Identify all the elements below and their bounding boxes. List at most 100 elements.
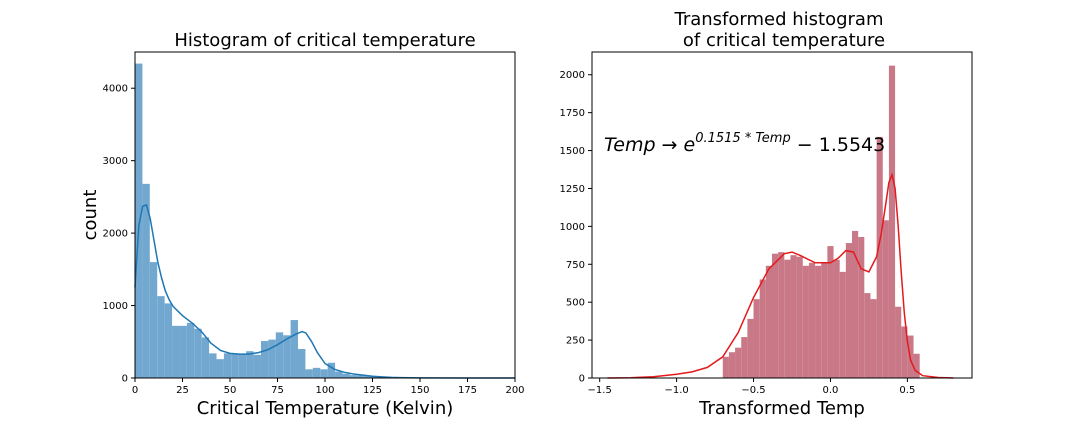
histogram-bar <box>864 293 871 378</box>
histogram-bar <box>209 353 217 378</box>
chart2-title-line2: of critical temperature <box>683 30 885 51</box>
chart2-plot-frame <box>591 51 973 379</box>
y-tick-label: 0 <box>579 374 585 385</box>
histogram-bar <box>253 354 261 378</box>
histogram-bar <box>753 299 760 378</box>
histogram-bar <box>157 296 165 378</box>
chart2-formula-annotation: Temp → e0.1515 * Temp − 1.5543 <box>604 131 885 156</box>
y-tick-label: 250 <box>566 336 585 347</box>
histogram-bar <box>327 362 336 378</box>
x-tick-label: −0.5 <box>741 385 765 396</box>
chart1-y-axis-label: count <box>80 190 101 241</box>
histogram-bar <box>833 259 840 378</box>
histogram-bar <box>290 320 299 378</box>
histogram-bar <box>913 353 920 378</box>
chart2-x-axis-label: Transformed Temp <box>698 398 865 419</box>
histogram-bar <box>765 265 772 378</box>
x-tick-label: 175 <box>458 385 477 396</box>
histogram-bar <box>778 252 785 378</box>
chart2-bars <box>722 65 920 378</box>
histogram-bar <box>305 369 313 378</box>
histogram-bar <box>231 354 239 378</box>
chart2-x-ticks: −1.5 −1.0 −0.5 0.0 0.5 <box>588 378 915 396</box>
x-tick-label: −1.5 <box>588 385 612 396</box>
y-tick-label: 1000 <box>103 301 128 312</box>
histogram-bar <box>747 318 754 378</box>
histogram-bar <box>179 325 187 378</box>
x-tick-label: 125 <box>363 385 382 396</box>
histogram-bar <box>882 220 889 378</box>
histogram-bar <box>845 243 852 378</box>
histogram-bar <box>839 271 846 378</box>
histogram-bar <box>149 262 158 378</box>
histogram-bar <box>186 322 195 378</box>
formula-exponent: 0.1515 * Temp <box>695 131 791 146</box>
formula-base: Temp → e <box>604 134 695 156</box>
x-tick-label: 50 <box>224 385 237 396</box>
histogram-bar <box>372 376 380 378</box>
histogram-bar <box>808 262 816 378</box>
histogram-bar <box>320 369 328 378</box>
formula-tail: − 1.5543 <box>791 134 885 156</box>
histogram-bar <box>201 337 210 378</box>
y-tick-label: 1500 <box>560 146 585 157</box>
histogram-bar <box>876 136 883 378</box>
histogram-bar <box>238 354 247 378</box>
chart1-kde-line <box>134 203 515 379</box>
x-tick-label: 150 <box>410 385 429 396</box>
histogram-bar <box>172 325 180 378</box>
x-tick-label: 0.5 <box>899 385 915 396</box>
x-tick-label: 25 <box>176 385 189 396</box>
histogram-bar <box>741 337 748 378</box>
histogram-bar <box>283 335 291 378</box>
chart1-bars <box>135 63 395 378</box>
x-tick-label: 200 <box>505 385 524 396</box>
histogram-bar <box>135 63 143 378</box>
y-tick-label: 1750 <box>560 108 585 119</box>
histogram-bar <box>223 353 232 378</box>
histogram-bar <box>821 262 828 378</box>
chart1-x-ticks: 0 25 50 75 100 125 150 175 200 <box>132 378 525 396</box>
histogram-bar <box>827 246 834 378</box>
histogram-bar <box>759 279 766 378</box>
histogram-bar <box>722 356 729 378</box>
histogram-bar <box>728 352 736 378</box>
y-tick-label: 2000 <box>103 229 128 240</box>
y-tick-label: 1000 <box>560 222 585 233</box>
x-tick-label: 75 <box>271 385 284 396</box>
histogram-bar <box>870 299 877 378</box>
histogram-bar <box>298 349 306 378</box>
histogram-bar <box>784 259 791 378</box>
chart-critical-temperature: Histogram of critical temperature 0 25 50 7… <box>80 30 525 419</box>
histogram-bar <box>142 183 150 378</box>
x-tick-label: −1.0 <box>664 385 688 396</box>
histogram-bar <box>852 230 859 378</box>
chart1-title: Histogram of critical temperature <box>174 30 475 51</box>
histogram-bar <box>357 375 365 378</box>
histogram-bar <box>335 371 343 378</box>
histogram-bar <box>260 341 269 378</box>
histogram-bar <box>802 265 809 378</box>
chart2-kde-line <box>607 172 954 379</box>
histogram-bar <box>342 373 350 378</box>
histogram-bar <box>164 303 173 378</box>
y-tick-label: 2000 <box>560 70 585 81</box>
y-tick-label: 1250 <box>560 184 585 195</box>
chart1-x-axis-label: Critical Temperature (Kelvin) <box>197 398 454 419</box>
histogram-bar <box>888 65 896 378</box>
histogram-bar <box>858 236 865 378</box>
x-tick-label: 0 <box>132 385 138 396</box>
y-tick-label: 3000 <box>103 156 128 167</box>
x-tick-label: 100 <box>315 385 334 396</box>
y-tick-label: 4000 <box>103 84 128 95</box>
histogram-bar <box>246 351 254 378</box>
histogram-bar <box>895 306 902 378</box>
histogram-bar <box>796 256 803 378</box>
histogram-bar <box>312 367 321 378</box>
histogram-bar <box>268 339 276 378</box>
histogram-bar <box>349 375 358 378</box>
histogram-bar <box>275 332 284 378</box>
histogram-bar <box>815 265 822 378</box>
y-tick-label: 750 <box>566 260 585 271</box>
